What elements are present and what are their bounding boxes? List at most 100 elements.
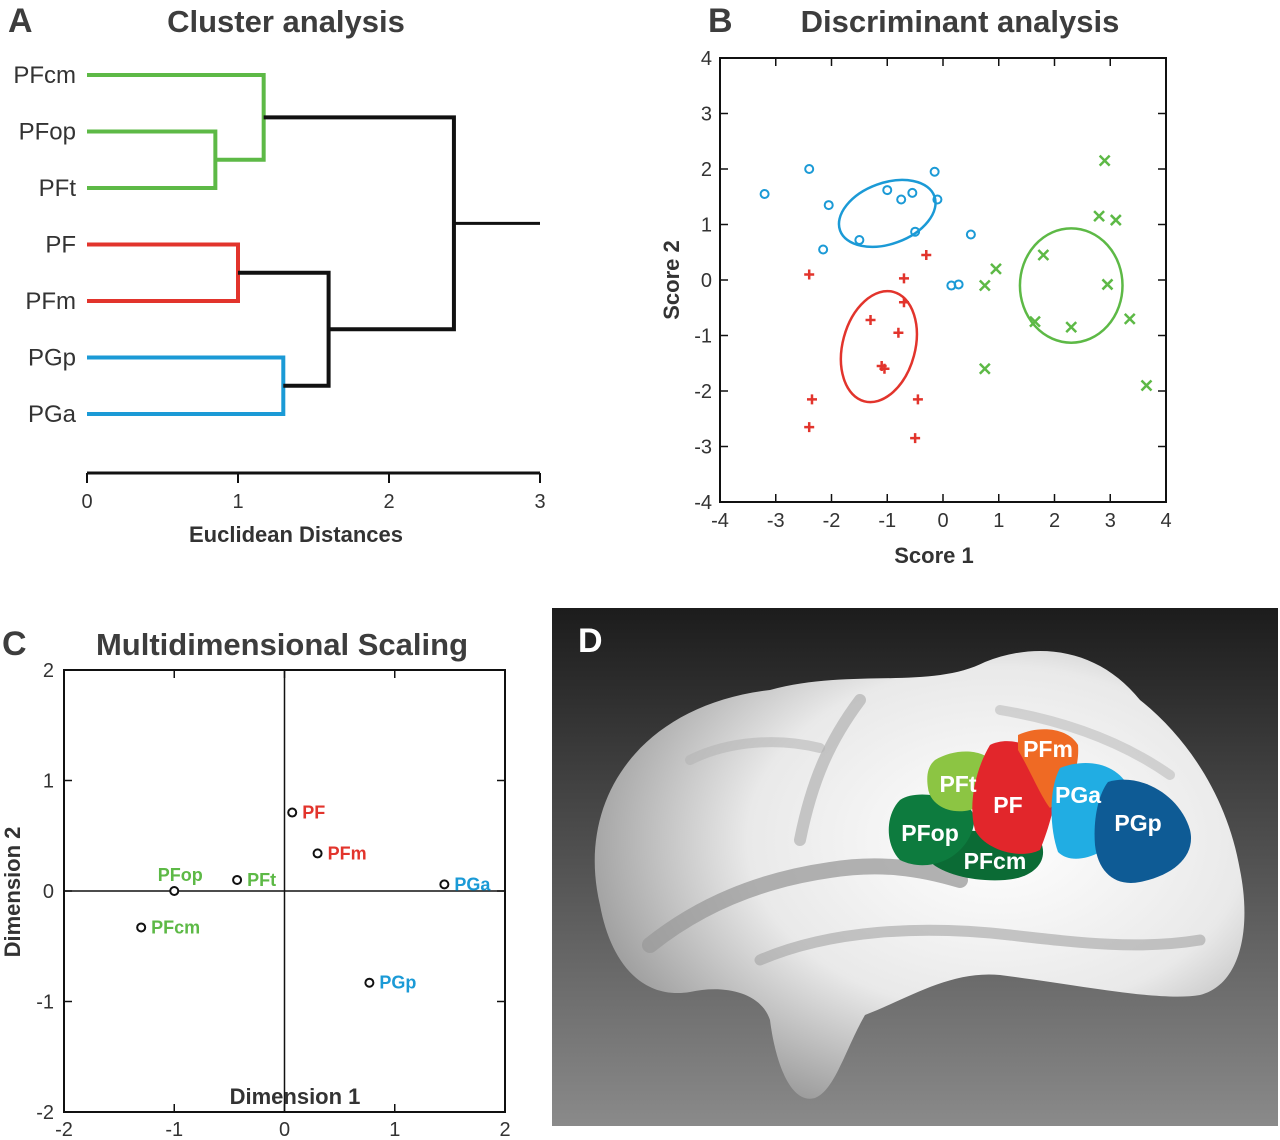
panel-a-letter: A [8,2,33,40]
discriminant-xtick-label: -3 [767,510,785,532]
dendrogram-tick-label: 0 [81,491,92,513]
panel-a-title: Cluster analysis [167,4,405,39]
mds-point [312,848,323,859]
point-circle [854,235,865,246]
mds-point [439,879,450,890]
region-pfop [888,794,975,866]
discriminant-ytick-label: -1 [694,326,712,348]
brain-label-pga: PGa [1055,782,1101,808]
dendrogram-axis: 0 1 2 3 [81,471,546,513]
mds-xtick-label: -2 [55,1119,73,1140]
point-cross [1101,278,1114,291]
discriminant-xlabel: Score 1 [894,543,974,568]
point-plus [912,394,923,405]
mds-ylabel: Dimension 2 [0,827,25,958]
mds-point-label: PF [302,803,325,823]
panel-c-letter: C [2,625,27,663]
leaf-label: PFcm [13,62,76,89]
panel-d-letter: D [578,622,603,660]
mds-ytick-label: -2 [36,1102,54,1124]
frontal-sulcus [685,737,825,765]
point-circle [804,164,815,174]
discriminant-xtick-label: 3 [1105,510,1116,532]
mds-xtick-label: -1 [165,1119,183,1140]
point-circle [896,194,907,205]
point-plus [910,433,921,444]
point-cross [1029,315,1041,328]
dendrogram-branch [87,129,218,190]
mds-ytick-label: 0 [43,881,54,903]
dendrogram: PFcm PFop PFt PF PFm PGp PGa [13,62,540,428]
discriminant-xtick-label: 1 [993,510,1004,532]
point-circle [907,187,918,198]
panel-a: A Cluster analysis PFcm PFop PFt PF PFm PGp PG… [8,2,546,547]
point-circle [932,194,943,205]
discriminant-ytick-label: 4 [701,48,712,70]
discriminant-frame [719,57,1167,503]
brain-label-pfcm: PFcm [964,848,1027,874]
discriminant-xtick-label: 0 [937,510,948,532]
discriminant-plot: -4 -3 -2 -1 0 1 2 3 4 -4 -3 -2 -1 0 1 2 3 4 [694,48,1171,532]
discriminant-ytick-label: 0 [701,270,712,292]
discriminant-ytick-label: 1 [701,215,712,237]
point-circle [759,188,770,199]
leaf-label: PFt [39,175,77,202]
mds-ytick-label: 1 [43,771,54,793]
point-plus [806,394,817,405]
mds-point [232,874,243,885]
dendrogram-tick-label: 3 [534,491,545,513]
point-cross [978,279,991,292]
discriminant-ytick-label: -2 [694,381,712,403]
central-sulcus [794,694,866,846]
sylvian-fissure [642,858,968,953]
point-circle [818,244,829,255]
point-plus [898,273,909,284]
discriminant-ylabel: Score 2 [659,240,684,320]
group-ellipse-red [839,289,919,404]
region-pgp [1094,779,1192,883]
mds-point-label: PFt [247,870,276,890]
point-plus [898,297,909,308]
point-cross [990,263,1002,275]
panel-b: B Discriminant analysis -4 -3 -2 -1 0 1 2 3 4-4-… [659,2,1172,568]
point-plus [921,250,932,261]
dendrogram-branch [87,73,266,162]
discriminant-ytick-label: 3 [701,104,712,126]
dendrogram-tick-label: 2 [383,491,394,513]
mds-ytick-label: -1 [36,992,54,1014]
brain-label-pgp: PGp [1114,810,1161,836]
mds-xtick-label: 2 [499,1119,510,1140]
point-cross [978,362,991,375]
point-cross [1140,379,1153,392]
mds-xtick-label: 0 [279,1119,290,1140]
point-circle [929,166,940,177]
point-circle [823,200,834,211]
leaf-label: PFm [25,288,76,315]
discriminant-xtick-label: -2 [823,510,841,532]
discriminant-xtick-label: -4 [711,510,729,532]
leaf-label: PF [45,232,76,259]
point-plus [804,269,815,280]
mds-point-label: PGp [379,973,416,993]
point-cross [1037,249,1050,261]
point-cross [1093,210,1105,223]
mds-point-label: PFm [328,843,367,863]
point-plus [804,422,815,433]
group-ellipse-green [1018,227,1124,344]
point-circle [953,279,964,290]
point-circle [910,226,921,237]
panel-b-title: Discriminant analysis [801,4,1120,39]
intraparietal-sulcus [995,705,1175,780]
point-cross [1109,214,1122,226]
point-circle [882,185,893,196]
brain-label-pf: PF [993,792,1022,818]
point-circle [965,229,976,240]
mds-point-label: PFop [158,865,203,885]
panel-d: D PFm PFt PF PGa PGp PFop PFcm [552,608,1278,1126]
brain-label-pfop: PFop [901,820,959,846]
mds-xtick-label: 1 [389,1119,400,1140]
group-ellipse-blue [837,178,937,249]
temporal-sulcus [754,924,1206,966]
